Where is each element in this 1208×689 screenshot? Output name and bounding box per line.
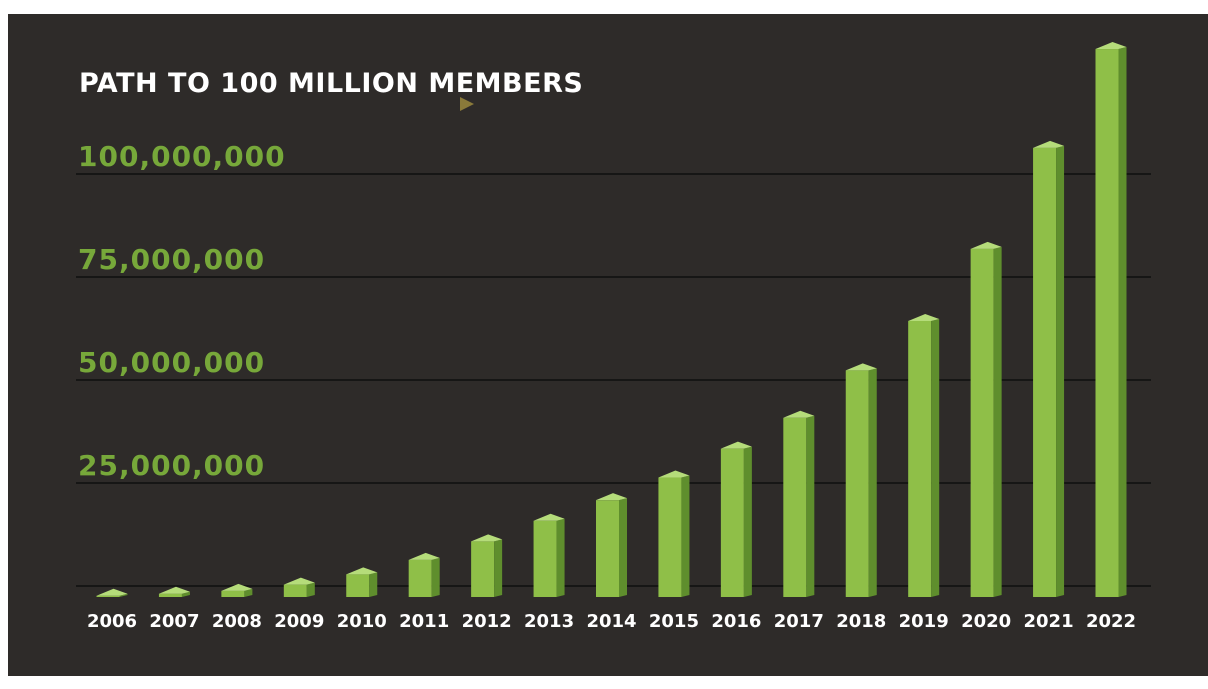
bar-front-face	[658, 477, 682, 597]
bar-front-face	[845, 370, 869, 597]
bar-top-face	[533, 513, 565, 521]
bar-side-face	[556, 518, 565, 597]
bar-front-face	[1095, 49, 1119, 598]
bar-top-face	[283, 577, 315, 585]
bar-top-face	[970, 241, 1002, 249]
x-tick-label: 2010	[337, 611, 387, 632]
bar-front-face	[1033, 147, 1057, 598]
x-tick-label: 2015	[649, 611, 699, 632]
bar-side-face	[431, 557, 440, 597]
bar	[283, 577, 315, 597]
bar	[845, 363, 877, 597]
bar-front-face	[533, 520, 557, 597]
bar	[1095, 42, 1127, 598]
bar-front-face	[158, 593, 182, 597]
bar-front-face	[408, 559, 432, 597]
bar	[96, 588, 128, 597]
bar-side-face	[1118, 47, 1127, 598]
bar	[596, 493, 627, 597]
title-underline-arrow	[79, 97, 474, 111]
y-tick-label: 50,000,000	[78, 346, 265, 379]
bar-top-face	[1033, 140, 1065, 148]
bar	[346, 567, 378, 597]
bar-top-face	[658, 470, 690, 478]
x-tick-label: 2012	[462, 611, 512, 632]
y-tick-label: 75,000,000	[78, 243, 265, 276]
bar	[408, 552, 440, 597]
bar	[908, 313, 940, 597]
bar-top-face	[845, 363, 877, 371]
bar	[471, 534, 503, 597]
bar-side-face	[868, 368, 877, 597]
bar	[720, 441, 752, 597]
bar-top-face	[408, 552, 440, 560]
bar-top-face	[720, 441, 752, 449]
bar-front-face	[908, 320, 932, 597]
bar	[533, 513, 565, 597]
chart-panel: PATH TO 100 MILLION MEMBERS 25,000,000 50…	[8, 14, 1208, 676]
bar-top-face	[908, 313, 940, 321]
bar-top-face	[596, 493, 627, 501]
bar-side-face	[306, 582, 315, 597]
x-tick-label: 2008	[212, 611, 262, 632]
bar-chart: PATH TO 100 MILLION MEMBERS 25,000,000 50…	[76, 42, 1151, 632]
y-tick-label: 100,000,000	[78, 140, 286, 173]
bar-side-face	[119, 593, 128, 597]
bar	[221, 583, 253, 597]
bar-top-face	[783, 410, 815, 418]
bar-side-face	[181, 591, 190, 597]
bar-front-face	[221, 590, 245, 597]
bar-top-face	[158, 586, 190, 594]
bar-side-face	[494, 539, 503, 597]
bar-top-face	[221, 583, 253, 591]
x-axis-tick-labels: 2006 2007 2008 2009 2010 2011 2012 2013 2014 2015…	[87, 611, 1136, 632]
bar-side-face	[806, 415, 815, 597]
bar	[1033, 140, 1065, 598]
bar-top-face	[1095, 42, 1127, 50]
bar-front-face	[346, 574, 370, 597]
y-axis-tick-labels: 25,000,000 50,000,000 75,000,000 100,000,00…	[78, 140, 286, 482]
bar	[158, 586, 190, 597]
bar-top-face	[471, 534, 503, 542]
bar-top-face	[96, 588, 128, 596]
x-tick-label: 2006	[87, 611, 137, 632]
bar-side-face	[244, 588, 253, 597]
bar-front-face	[96, 595, 120, 597]
bar-top-face	[346, 567, 378, 575]
bar-front-face	[720, 448, 744, 597]
bar	[970, 241, 1002, 598]
x-tick-label: 2016	[711, 611, 761, 632]
x-tick-label: 2009	[274, 611, 324, 632]
x-tick-label: 2020	[961, 611, 1011, 632]
chart-title: PATH TO 100 MILLION MEMBERS	[79, 68, 583, 99]
bar	[783, 410, 815, 597]
bar-front-face	[283, 584, 307, 597]
bar-side-face	[1056, 145, 1065, 598]
x-tick-label: 2013	[524, 611, 574, 632]
bar-front-face	[970, 248, 994, 598]
x-tick-label: 2019	[899, 611, 949, 632]
x-tick-label: 2011	[399, 611, 449, 632]
bar-side-face	[369, 572, 378, 597]
bar-front-face	[596, 500, 619, 597]
x-tick-label: 2021	[1024, 611, 1074, 632]
bar-side-face	[931, 318, 940, 597]
bar-side-face	[681, 475, 690, 597]
bar-side-face	[619, 498, 627, 597]
bar-front-face	[783, 417, 807, 597]
x-tick-label: 2007	[149, 611, 199, 632]
x-tick-label: 2014	[586, 611, 636, 632]
bar	[658, 470, 690, 597]
bar-side-face	[993, 246, 1002, 598]
x-tick-label: 2017	[774, 611, 824, 632]
x-tick-label: 2018	[836, 611, 886, 632]
y-tick-label: 25,000,000	[78, 449, 265, 482]
x-tick-label: 2022	[1086, 611, 1136, 632]
bar-side-face	[743, 446, 752, 597]
bars	[96, 42, 1127, 598]
bar-front-face	[471, 541, 495, 597]
